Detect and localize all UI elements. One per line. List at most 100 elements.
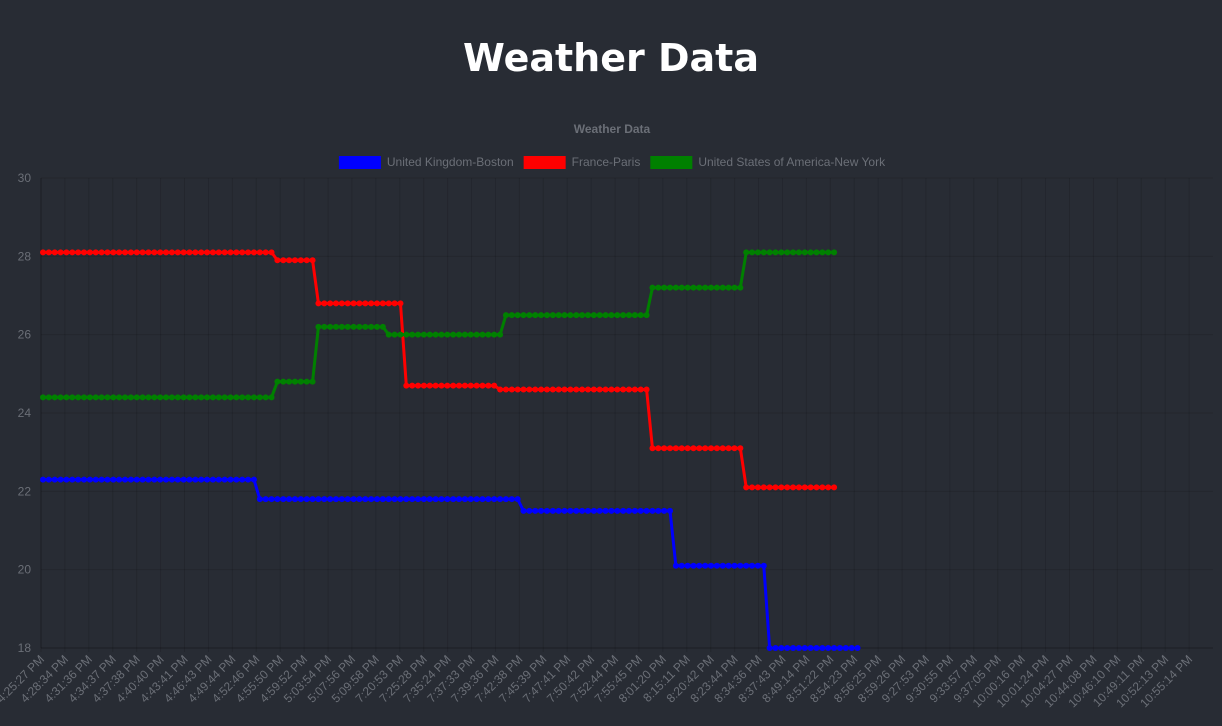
- data-point[interactable]: [708, 445, 715, 452]
- data-point[interactable]: [104, 249, 111, 256]
- data-point[interactable]: [690, 445, 697, 452]
- data-point[interactable]: [848, 645, 855, 651]
- data-point[interactable]: [186, 476, 193, 483]
- data-point[interactable]: [532, 312, 539, 319]
- data-point[interactable]: [573, 386, 580, 393]
- data-point[interactable]: [590, 386, 597, 393]
- data-point[interactable]: [790, 645, 797, 651]
- data-point[interactable]: [198, 394, 205, 401]
- data-point[interactable]: [327, 300, 334, 307]
- data-point[interactable]: [315, 323, 322, 330]
- data-point[interactable]: [631, 386, 638, 393]
- data-point[interactable]: [209, 476, 216, 483]
- data-point[interactable]: [303, 257, 310, 264]
- data-point[interactable]: [579, 312, 586, 319]
- data-point[interactable]: [567, 507, 574, 514]
- data-point[interactable]: [497, 331, 504, 338]
- data-point[interactable]: [444, 331, 451, 338]
- data-point[interactable]: [520, 312, 527, 319]
- data-point[interactable]: [420, 496, 427, 503]
- data-point[interactable]: [409, 331, 416, 338]
- data-point[interactable]: [678, 284, 685, 291]
- data-point[interactable]: [573, 507, 580, 514]
- data-point[interactable]: [250, 476, 257, 483]
- data-point[interactable]: [333, 323, 339, 330]
- data-point[interactable]: [778, 645, 785, 651]
- data-point[interactable]: [379, 300, 386, 307]
- data-point[interactable]: [713, 445, 720, 452]
- data-point[interactable]: [543, 312, 550, 319]
- data-point[interactable]: [725, 445, 732, 452]
- data-point[interactable]: [403, 331, 410, 338]
- data-point[interactable]: [116, 249, 123, 256]
- data-point[interactable]: [678, 445, 685, 452]
- data-point[interactable]: [801, 645, 808, 651]
- data-point[interactable]: [549, 386, 556, 393]
- data-point[interactable]: [479, 382, 486, 389]
- data-point[interactable]: [145, 476, 152, 483]
- data-point[interactable]: [473, 496, 480, 503]
- data-point[interactable]: [291, 496, 298, 503]
- data-point[interactable]: [86, 249, 93, 256]
- data-point[interactable]: [327, 323, 334, 330]
- data-point[interactable]: [256, 496, 263, 503]
- data-point[interactable]: [497, 496, 504, 503]
- data-point[interactable]: [801, 484, 808, 491]
- data-point[interactable]: [766, 645, 773, 651]
- data-point[interactable]: [450, 331, 457, 338]
- data-point[interactable]: [555, 507, 562, 514]
- data-point[interactable]: [245, 249, 252, 256]
- data-point[interactable]: [772, 645, 779, 651]
- data-point[interactable]: [116, 476, 123, 483]
- data-point[interactable]: [338, 496, 345, 503]
- data-point[interactable]: [81, 249, 88, 256]
- data-point[interactable]: [362, 323, 369, 330]
- data-point[interactable]: [327, 496, 334, 503]
- data-point[interactable]: [702, 284, 709, 291]
- data-point[interactable]: [204, 394, 211, 401]
- data-point[interactable]: [368, 300, 375, 307]
- data-point[interactable]: [280, 257, 287, 264]
- data-point[interactable]: [168, 394, 175, 401]
- data-point[interactable]: [684, 562, 691, 569]
- data-point[interactable]: [139, 476, 146, 483]
- data-point[interactable]: [186, 249, 193, 256]
- data-point[interactable]: [227, 394, 234, 401]
- data-point[interactable]: [268, 496, 275, 503]
- data-point[interactable]: [561, 386, 568, 393]
- data-point[interactable]: [186, 394, 193, 401]
- data-point[interactable]: [438, 331, 445, 338]
- data-point[interactable]: [198, 476, 205, 483]
- data-point[interactable]: [719, 284, 726, 291]
- data-point[interactable]: [743, 249, 750, 256]
- data-point[interactable]: [379, 496, 386, 503]
- data-point[interactable]: [110, 249, 117, 256]
- data-point[interactable]: [555, 312, 562, 319]
- data-point[interactable]: [250, 394, 257, 401]
- data-point[interactable]: [549, 507, 556, 514]
- data-point[interactable]: [221, 249, 228, 256]
- data-point[interactable]: [145, 394, 152, 401]
- data-point[interactable]: [104, 476, 111, 483]
- data-point[interactable]: [426, 496, 433, 503]
- data-point[interactable]: [362, 300, 369, 307]
- data-point[interactable]: [467, 331, 474, 338]
- data-point[interactable]: [75, 476, 82, 483]
- data-point[interactable]: [590, 312, 597, 319]
- data-point[interactable]: [397, 331, 404, 338]
- legend-item[interactable]: United Kingdom-Boston: [338, 155, 514, 169]
- data-point[interactable]: [180, 394, 187, 401]
- data-point[interactable]: [116, 394, 123, 401]
- data-point[interactable]: [532, 386, 539, 393]
- data-point[interactable]: [502, 496, 509, 503]
- data-point[interactable]: [209, 394, 216, 401]
- data-point[interactable]: [508, 312, 515, 319]
- data-point[interactable]: [461, 382, 468, 389]
- data-point[interactable]: [245, 476, 252, 483]
- data-point[interactable]: [543, 507, 550, 514]
- data-point[interactable]: [643, 386, 650, 393]
- data-point[interactable]: [790, 484, 797, 491]
- data-point[interactable]: [274, 378, 281, 385]
- data-point[interactable]: [514, 312, 521, 319]
- data-point[interactable]: [368, 323, 375, 330]
